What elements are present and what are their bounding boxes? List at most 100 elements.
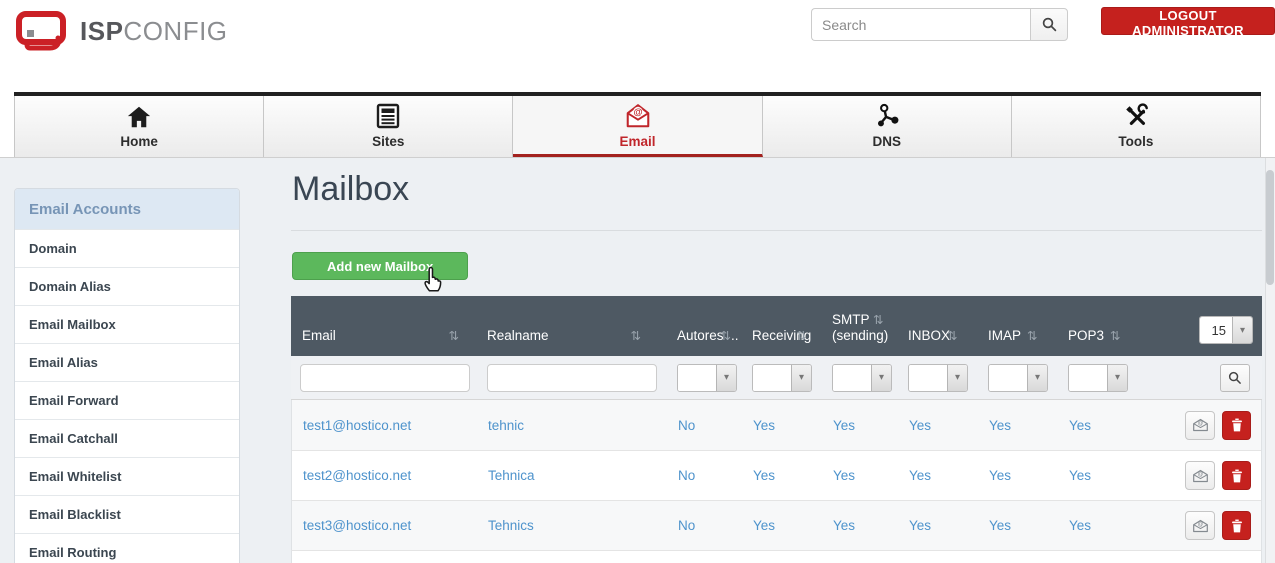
column-header-receiving[interactable]: Receiving⇅ (752, 328, 812, 343)
chevron-down-icon: ▾ (791, 364, 811, 391)
logout-button[interactable]: LOGOUT ADMINISTRATOR (1101, 7, 1275, 38)
webmail-button[interactable]: @ (1185, 461, 1215, 490)
vertical-scrollbar[interactable] (1265, 158, 1275, 563)
delete-button[interactable] (1222, 410, 1251, 440)
email-link[interactable]: test1@hostico.net (303, 417, 412, 433)
cell-autoresponder: No (678, 468, 696, 483)
trash-icon (1231, 418, 1242, 432)
filter-smtp-select[interactable]: ▾ (832, 363, 892, 392)
cell-autoresponder: No (678, 417, 696, 433)
webmail-button[interactable]: @ (1185, 410, 1215, 440)
email-link[interactable]: test2@hostico.net (303, 468, 412, 483)
tab-sites[interactable]: Sites (264, 96, 514, 157)
filter-pop3-select[interactable]: ▾ (1068, 363, 1128, 392)
cell-pop3: Yes (1069, 417, 1092, 433)
filter-inbox-select[interactable]: ▾ (908, 363, 968, 392)
sites-icon (376, 102, 400, 129)
table-row-partial (291, 550, 1262, 563)
email-link[interactable]: test3@hostico.net (303, 518, 412, 533)
sidebar-item-email-mailbox[interactable]: Email Mailbox (15, 305, 239, 343)
webmail-button[interactable]: @ (1185, 511, 1215, 540)
cell-receiving: Yes (753, 518, 776, 533)
cell-receiving: Yes (753, 468, 776, 483)
filter-search-button[interactable] (1220, 363, 1250, 392)
filter-email-input[interactable] (300, 363, 470, 392)
mailbox-table: Email ⇅ Realname ⇅ Autores⇅.. Receiving⇅… (291, 296, 1262, 563)
cell-pop3: Yes (1069, 468, 1092, 483)
cell-imap: Yes (989, 417, 1012, 433)
add-new-mailbox-button[interactable]: Add new Mailbox (292, 252, 469, 280)
tab-sites-label: Sites (372, 134, 405, 149)
realname-link[interactable]: tehnic (488, 417, 525, 433)
svg-text:@: @ (633, 107, 642, 117)
tab-email[interactable]: @ Email (513, 96, 763, 157)
tab-tools[interactable]: Tools (1011, 96, 1262, 157)
sort-icon: ⇅ (1110, 329, 1121, 343)
filter-imap-select[interactable]: ▾ (988, 363, 1048, 392)
column-header-email[interactable]: Email ⇅ (302, 328, 459, 343)
cell-inbox: Yes (909, 417, 932, 433)
chevron-down-icon: ▾ (716, 364, 736, 391)
sidebar-title: Email Accounts (15, 189, 239, 229)
row-actions: @ (1149, 461, 1259, 490)
search-icon (1228, 371, 1241, 384)
sidebar-item-email-blacklist[interactable]: Email Blacklist (15, 495, 239, 533)
filter-autoresponder-select[interactable]: ▾ (677, 363, 737, 392)
chevron-down-icon: ▾ (1232, 317, 1252, 343)
tab-home[interactable]: Home (14, 96, 265, 157)
sidebar-item-email-catchall[interactable]: Email Catchall (15, 419, 239, 457)
cell-imap: Yes (989, 518, 1012, 533)
sidebar-email-accounts: Email Accounts Domain Domain Alias Email… (14, 188, 240, 563)
webmail-envelope-icon: @ (1192, 519, 1208, 532)
sort-icon: ⇅ (720, 329, 732, 343)
dns-icon (874, 102, 900, 129)
title-divider (291, 230, 1262, 231)
ispconfig-logo[interactable]: ISPCONFIG (14, 8, 228, 54)
sidebar-item-email-routing[interactable]: Email Routing (15, 533, 239, 563)
tab-dns[interactable]: DNS (762, 96, 1012, 157)
email-icon: @ (624, 102, 652, 129)
search-input[interactable] (811, 8, 1030, 41)
column-header-imap[interactable]: IMAP ⇅ (988, 328, 1038, 343)
column-header-pop3[interactable]: POP3 ⇅ (1068, 328, 1121, 343)
column-header-inbox[interactable]: INBOX⇅ (908, 328, 958, 343)
page-size-select[interactable]: 15 ▾ (1199, 316, 1253, 344)
page-size-cell: 15 ▾ (1148, 316, 1258, 356)
filter-realname-input[interactable] (487, 363, 657, 392)
sidebar-item-email-whitelist[interactable]: Email Whitelist (15, 457, 239, 495)
delete-button[interactable] (1222, 511, 1251, 540)
column-header-realname[interactable]: Realname ⇅ (487, 328, 641, 343)
column-header-autoresponder[interactable]: Autores⇅.. (677, 328, 739, 343)
realname-link[interactable]: Tehnics (488, 518, 534, 533)
sidebar-item-email-alias[interactable]: Email Alias (15, 343, 239, 381)
cell-email: test1@hostico.net (292, 418, 488, 433)
scrollbar-thumb[interactable] (1266, 170, 1274, 285)
table-filter-row: ▾ ▾ ▾ ▾ ▾ ▾ (291, 356, 1262, 400)
page-title: Mailbox (292, 170, 410, 208)
cell-realname: Tehnica (488, 468, 678, 483)
filter-receiving-select[interactable]: ▾ (752, 363, 812, 392)
search-submit-button[interactable] (1030, 8, 1068, 41)
chevron-down-icon: ▾ (1107, 364, 1127, 391)
table-row: test2@hostico.net Tehnica No Yes Yes Yes… (292, 450, 1261, 500)
ispconfig-logo-icon (16, 11, 66, 51)
sidebar-item-domain-alias[interactable]: Domain Alias (15, 267, 239, 305)
page-size-value: 15 (1200, 317, 1232, 343)
svg-text:@: @ (1197, 471, 1203, 477)
cell-pop3: Yes (1069, 518, 1092, 533)
cell-inbox: Yes (909, 518, 932, 533)
delete-button[interactable] (1222, 461, 1251, 490)
column-header-smtp[interactable]: SMTP ⇅ (sending) (832, 312, 889, 343)
tab-tools-label: Tools (1118, 134, 1154, 149)
svg-text:@: @ (1197, 521, 1203, 527)
trash-icon (1231, 469, 1242, 482)
realname-link[interactable]: Tehnica (488, 468, 535, 483)
row-actions: @ (1149, 410, 1259, 440)
sidebar-item-domain[interactable]: Domain (15, 229, 239, 267)
cell-realname: Tehnics (488, 518, 678, 533)
topbar: ISPCONFIG LOGOUT ADMINISTRATOR (0, 0, 1275, 92)
sidebar-item-email-forward[interactable]: Email Forward (15, 381, 239, 419)
table-body: test1@hostico.net tehnic No Yes Yes Yes … (291, 400, 1262, 550)
tools-icon (1123, 102, 1149, 129)
